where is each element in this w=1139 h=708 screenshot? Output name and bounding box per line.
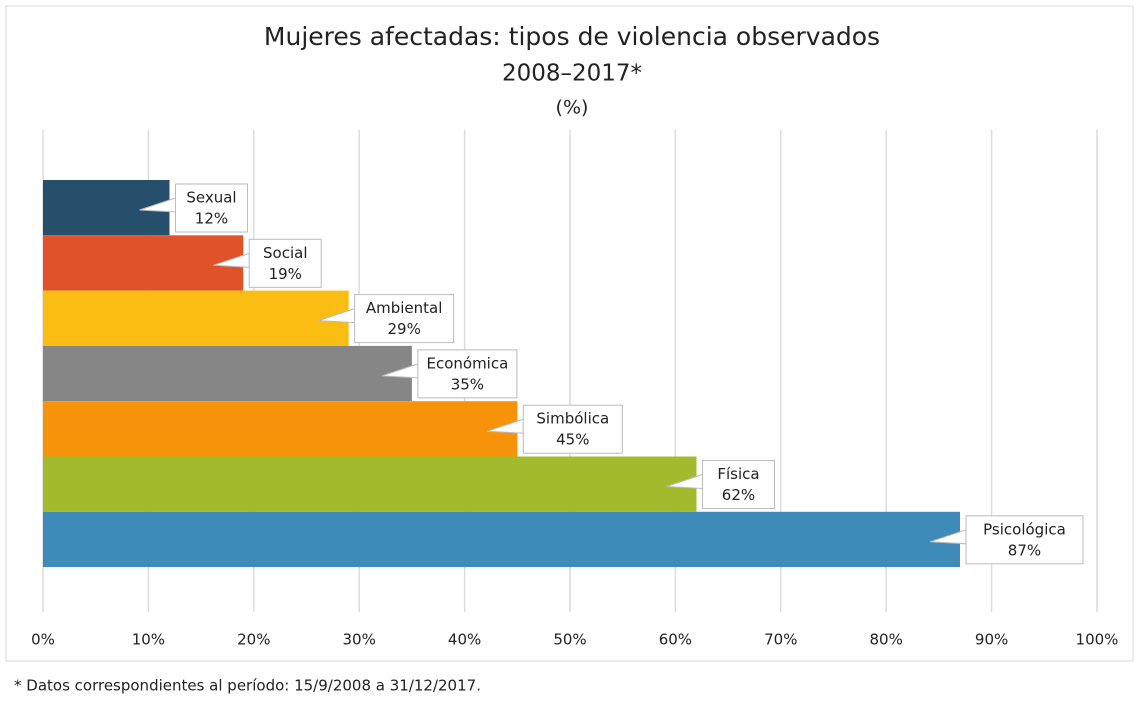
x-tick-label: 40% xyxy=(448,631,481,649)
callout-category: Económica xyxy=(426,354,508,372)
callout-value: 87% xyxy=(1008,541,1041,559)
chart-frame xyxy=(5,5,1134,662)
callout-cover xyxy=(418,363,421,378)
callout-cover xyxy=(966,529,969,544)
callout-cover xyxy=(523,419,526,434)
callout-value: 62% xyxy=(722,486,755,504)
x-tick-label: 100% xyxy=(1076,631,1119,649)
chart-subtitle: 2008–2017* xyxy=(502,61,642,87)
bar xyxy=(43,345,412,402)
callout-box xyxy=(354,294,455,344)
chart-unit: (%) xyxy=(556,97,589,119)
x-tick-label: 70% xyxy=(764,631,797,649)
x-tick-label: 60% xyxy=(659,631,692,649)
x-tick-label: 10% xyxy=(132,631,165,649)
x-tick-label: 20% xyxy=(237,631,270,649)
bar xyxy=(43,456,697,512)
callout-cover xyxy=(175,198,178,212)
callout-cover xyxy=(702,474,705,489)
callout-category: Ambiental xyxy=(366,299,443,317)
x-tick-label: 30% xyxy=(343,631,376,649)
bar xyxy=(43,235,244,291)
x-tick-label: 0% xyxy=(31,631,55,649)
callout-value: 29% xyxy=(387,320,420,338)
callout-value: 45% xyxy=(556,431,589,449)
x-tick-label: 80% xyxy=(870,631,903,649)
chart-title: Mujeres afectadas: tipos de violencia ob… xyxy=(264,22,880,51)
callout-value: 12% xyxy=(195,210,228,228)
callout-box xyxy=(248,238,322,288)
callout-box xyxy=(522,404,623,454)
callout-value: 19% xyxy=(269,265,302,283)
x-tick-label: 90% xyxy=(975,631,1008,649)
bar xyxy=(43,401,518,457)
callout-box xyxy=(701,460,775,509)
callout-cover xyxy=(355,308,358,323)
bar xyxy=(43,290,349,346)
callout-category: Social xyxy=(263,244,307,262)
callout-box xyxy=(965,515,1084,565)
callout-box xyxy=(417,349,518,399)
callout-cover xyxy=(249,253,252,268)
x-tick-label: 50% xyxy=(553,631,586,649)
callout-value: 35% xyxy=(451,375,484,393)
bar xyxy=(43,511,960,568)
callout-category: Física xyxy=(717,465,759,483)
callout-category: Sexual xyxy=(186,189,236,207)
callout-category: Simbólica xyxy=(536,410,609,428)
callout-box xyxy=(174,183,248,233)
footnote: * Datos correspondientes al período: 15/… xyxy=(14,677,481,695)
callout-category: Psicológica xyxy=(983,520,1066,538)
